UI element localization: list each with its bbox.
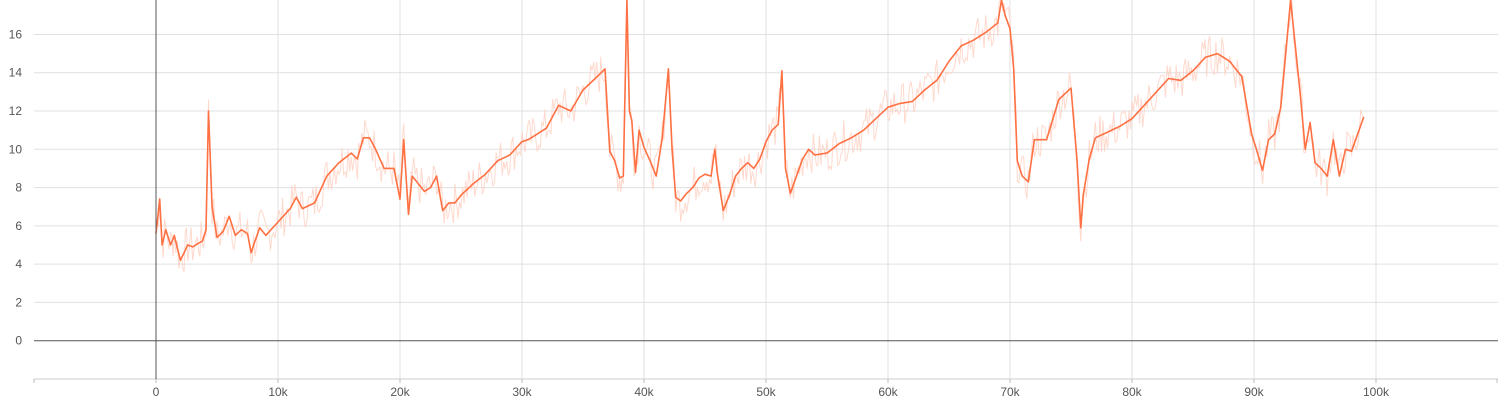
x-tick-label: 100k <box>1363 385 1390 399</box>
x-tick-label: 30k <box>512 385 532 399</box>
x-tick-label: 90k <box>1244 385 1264 399</box>
y-tick-label: 6 <box>15 219 22 233</box>
y-tick-label: 12 <box>9 104 23 118</box>
y-tick-label: 14 <box>9 66 23 80</box>
raw-series <box>155 0 1363 272</box>
y-axis-ticks: 0 2 4 6 8 10 12 14 16 <box>9 27 23 347</box>
y-tick-label: 0 <box>15 334 22 348</box>
x-axis-ticks: 0 10k 20k 30k 40k 50k 60k 70k 80k 90k 100k <box>33 379 1498 399</box>
smoothed-series <box>155 0 1365 262</box>
grid <box>34 0 1498 379</box>
raw-line <box>155 0 1363 272</box>
x-tick-label: 80k <box>1122 385 1142 399</box>
y-tick-label: 16 <box>9 27 23 41</box>
y-tick-label: 2 <box>15 295 22 309</box>
x-tick-label: 40k <box>634 385 654 399</box>
x-tick-label: 70k <box>1000 385 1020 399</box>
x-tick-label: 20k <box>390 385 410 399</box>
x-tick-label: 0 <box>153 385 160 399</box>
y-tick-label: 8 <box>15 181 22 195</box>
y-tick-label: 4 <box>15 257 22 271</box>
x-tick-label: 50k <box>756 385 776 399</box>
x-tick-label: 60k <box>878 385 898 399</box>
x-tick-label: 10k <box>268 385 288 399</box>
y-tick-label: 10 <box>9 142 23 156</box>
smoothed-line <box>155 0 1365 262</box>
